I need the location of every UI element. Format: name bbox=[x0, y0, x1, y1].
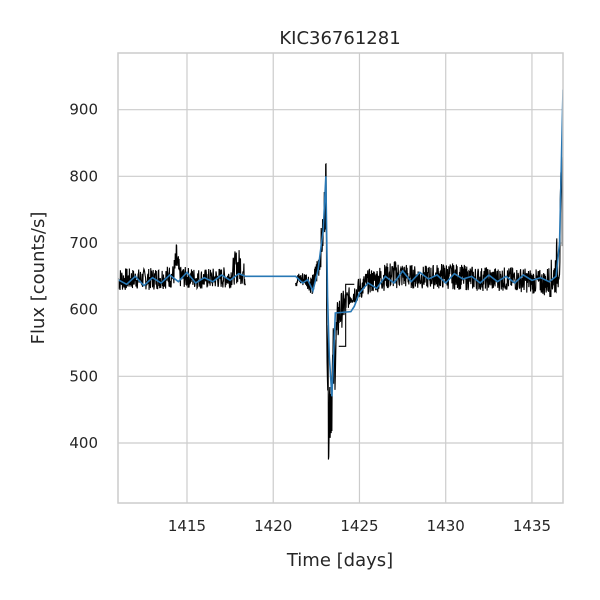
y-tick-label: 500 bbox=[69, 367, 98, 385]
y-axis-label: Flux [counts/s] bbox=[28, 212, 49, 345]
x-tick-label: 1420 bbox=[254, 517, 292, 535]
plot-area bbox=[118, 89, 563, 460]
y-tick-label: 800 bbox=[69, 167, 98, 185]
smoothed-flux-line bbox=[118, 89, 563, 397]
chart-title: KIC36761281 bbox=[279, 28, 400, 49]
plot-frame bbox=[117, 52, 564, 504]
raw-flux-line bbox=[295, 126, 563, 460]
y-tick-label: 600 bbox=[69, 301, 98, 319]
smoothed-flux-series bbox=[118, 89, 563, 397]
y-axis-ticks: 400 500 600 700 800 900 bbox=[69, 101, 98, 452]
x-tick-label: 1430 bbox=[427, 517, 465, 535]
x-tick-label: 1415 bbox=[168, 517, 206, 535]
y-tick-label: 900 bbox=[69, 101, 98, 119]
y-tick-label: 400 bbox=[69, 434, 98, 452]
x-tick-label: 1425 bbox=[340, 517, 378, 535]
x-tick-label: 1435 bbox=[513, 517, 551, 535]
y-tick-label: 700 bbox=[69, 234, 98, 252]
grid bbox=[118, 53, 563, 503]
x-axis-label: Time [days] bbox=[286, 550, 393, 571]
x-axis-ticks: 1415 1420 1425 1430 1435 bbox=[168, 517, 551, 535]
raw-flux-step bbox=[338, 283, 355, 347]
